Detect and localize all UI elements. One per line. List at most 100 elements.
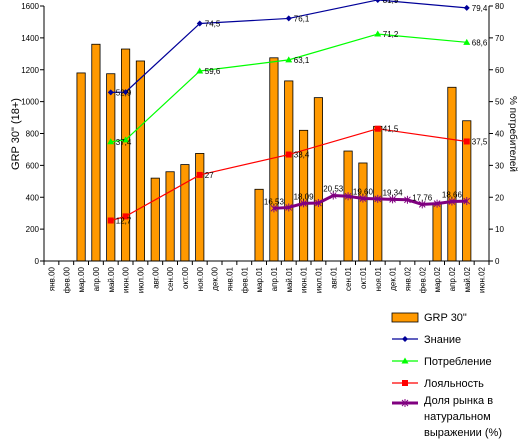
y2-tick-label: 70 bbox=[495, 34, 504, 43]
point-marker bbox=[389, 195, 396, 204]
x-tick-label: мар.01 bbox=[255, 266, 264, 292]
y-axis-title: GRP 30" (18+) bbox=[10, 98, 22, 170]
bar bbox=[91, 43, 101, 262]
x-tick-label: июл.00 bbox=[136, 266, 145, 293]
point-marker bbox=[196, 67, 204, 74]
bar bbox=[447, 86, 457, 262]
x-tick-label: янв.01 bbox=[225, 266, 234, 291]
x-tick-label: фев.01 bbox=[240, 266, 249, 293]
series-line bbox=[273, 194, 467, 210]
y2-tick-label: 20 bbox=[495, 193, 504, 202]
legend-label-dolya-line-2: натуральном bbox=[424, 411, 491, 423]
point-marker bbox=[285, 203, 293, 212]
y2-axis-title: % потребителей bbox=[507, 96, 519, 172]
data-label: 74,5 bbox=[205, 20, 221, 29]
bars-layer bbox=[76, 43, 472, 262]
x-tick-label: апр.00 bbox=[92, 266, 101, 291]
y-tick-label: 800 bbox=[26, 130, 40, 139]
data-label: 37,5 bbox=[472, 137, 488, 146]
series-line bbox=[110, 33, 467, 143]
data-label: 20,53 bbox=[323, 185, 344, 194]
y2-tick-label: 60 bbox=[495, 66, 504, 75]
bar bbox=[106, 73, 116, 262]
point-marker bbox=[122, 213, 129, 220]
bar bbox=[150, 177, 160, 262]
point-marker bbox=[448, 197, 456, 206]
lines-layer bbox=[107, 0, 471, 224]
point-marker bbox=[196, 171, 203, 178]
x-tick-label: авг.01 bbox=[329, 266, 338, 288]
legend-marker-potreblenie bbox=[401, 357, 409, 364]
y2-tick-label: 0 bbox=[495, 257, 500, 266]
legend-label-dolya-line-1: Доля рынка в bbox=[424, 395, 493, 407]
point-marker bbox=[300, 199, 307, 208]
bar bbox=[195, 153, 205, 262]
x-tick-label: мар.02 bbox=[433, 266, 442, 292]
y-tick-label: 1200 bbox=[21, 66, 39, 75]
point-marker bbox=[122, 136, 130, 143]
point-marker bbox=[107, 89, 114, 96]
y2-tick-label: 50 bbox=[495, 98, 504, 107]
x-tick-label: мар.00 bbox=[77, 266, 86, 292]
x-tick-label: янв.00 bbox=[47, 266, 56, 291]
data-label: 37,4 bbox=[116, 138, 132, 147]
y-tick-label: 1000 bbox=[21, 98, 39, 107]
data-label: 63,1 bbox=[294, 56, 310, 65]
axes-layer: 0 200 400 600 800 1000 1200 1400 1600 0 10 20 30 40 50… bbox=[21, 2, 504, 293]
x-tick-label: июл.01 bbox=[314, 266, 323, 293]
bar bbox=[432, 203, 442, 262]
point-marker bbox=[285, 56, 293, 63]
bar bbox=[76, 72, 86, 262]
x-tick-label: сен.01 bbox=[344, 266, 353, 291]
y-tick-label: 1600 bbox=[21, 2, 39, 11]
point-marker bbox=[374, 0, 381, 3]
bar bbox=[373, 125, 383, 262]
point-marker bbox=[107, 138, 115, 145]
data-label: 27 bbox=[205, 171, 214, 180]
x-tick-label: май.00 bbox=[107, 266, 116, 292]
x-tick-label: фев.00 bbox=[62, 266, 71, 293]
x-tick-label: окт.01 bbox=[359, 266, 368, 288]
legend-marker-dolya bbox=[401, 399, 409, 407]
point-marker bbox=[374, 125, 381, 132]
data-label: 76,1 bbox=[294, 14, 310, 23]
x-tick-label: ноя.00 bbox=[196, 266, 205, 291]
data-label: 18,09 bbox=[294, 192, 315, 201]
x-tick-label: фев.02 bbox=[418, 266, 427, 293]
x-tick-label: ноя.01 bbox=[374, 266, 383, 291]
point-marker bbox=[122, 89, 129, 96]
point-marker bbox=[315, 198, 322, 207]
x-tick-label: окт.00 bbox=[181, 266, 190, 288]
bar bbox=[343, 150, 353, 262]
legend-label-dolya-line-3: выражении (%) bbox=[424, 427, 502, 439]
point-marker bbox=[107, 217, 114, 224]
data-label: 12,7 bbox=[116, 217, 132, 226]
data-labels-layer: 52,9 74,5 76,1 81,9 79,4 37,4 59,6 63,1 71,2 68,6… bbox=[116, 0, 488, 226]
point-marker bbox=[463, 38, 471, 45]
bar bbox=[313, 97, 323, 262]
bar bbox=[269, 57, 279, 262]
bar bbox=[180, 164, 190, 262]
bar bbox=[135, 60, 145, 262]
x-tick-label: июн.02 bbox=[478, 266, 487, 293]
y2-tick-label: 30 bbox=[495, 161, 504, 170]
x-tick-label: дек.01 bbox=[389, 266, 398, 290]
bar bbox=[165, 171, 175, 262]
bar bbox=[254, 188, 264, 262]
data-label: 71,2 bbox=[383, 30, 399, 39]
point-marker bbox=[329, 191, 337, 200]
point-marker bbox=[374, 30, 382, 37]
point-marker bbox=[418, 200, 426, 209]
data-label: 41,5 bbox=[383, 125, 399, 134]
y-tick-label: 1400 bbox=[21, 34, 39, 43]
legend: GRP 30" Знание Потребление Лояльность До… bbox=[390, 304, 520, 444]
point-marker bbox=[463, 4, 470, 11]
point-marker bbox=[374, 194, 382, 203]
y-tick-label: 400 bbox=[26, 193, 40, 202]
data-label: 81,9 bbox=[383, 0, 399, 5]
bar bbox=[358, 162, 368, 262]
data-label: 16,53 bbox=[264, 197, 285, 206]
legend-label-grp: GRP 30" bbox=[424, 312, 467, 324]
y2-tick-label: 10 bbox=[495, 225, 504, 234]
bar bbox=[121, 48, 131, 262]
